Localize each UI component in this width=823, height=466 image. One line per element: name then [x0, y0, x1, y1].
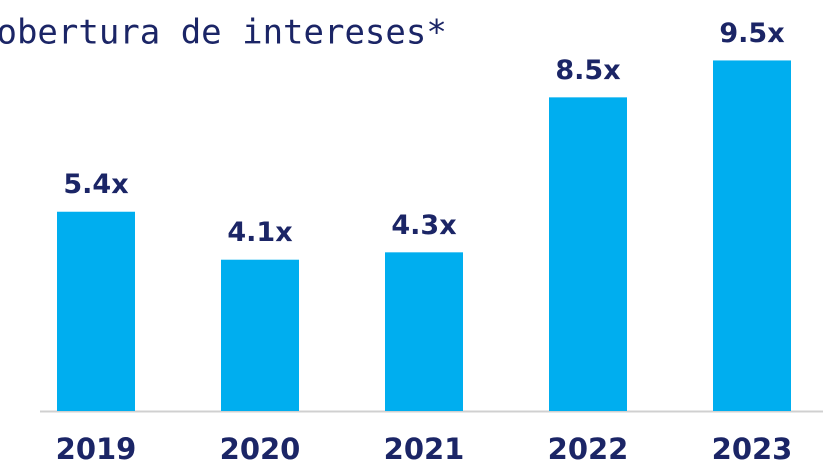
bar — [221, 259, 299, 411]
value-label: 5.4x — [63, 169, 128, 200]
x-tick-label: 2019 — [56, 432, 137, 466]
x-tick-label: 2023 — [712, 432, 793, 466]
value-label: 4.3x — [391, 210, 456, 241]
bar — [549, 97, 627, 411]
bar — [57, 211, 135, 411]
chart-title: Cobertura de intereses* — [0, 13, 447, 53]
value-label: 8.5x — [555, 55, 620, 86]
bar — [713, 60, 791, 411]
value-label: 9.5x — [719, 18, 784, 49]
bar — [385, 252, 463, 411]
x-tick-label: 2020 — [220, 432, 301, 466]
value-label: 4.1x — [227, 217, 292, 248]
x-tick-label: 2022 — [548, 432, 629, 466]
x-tick-label: 2021 — [384, 432, 465, 466]
